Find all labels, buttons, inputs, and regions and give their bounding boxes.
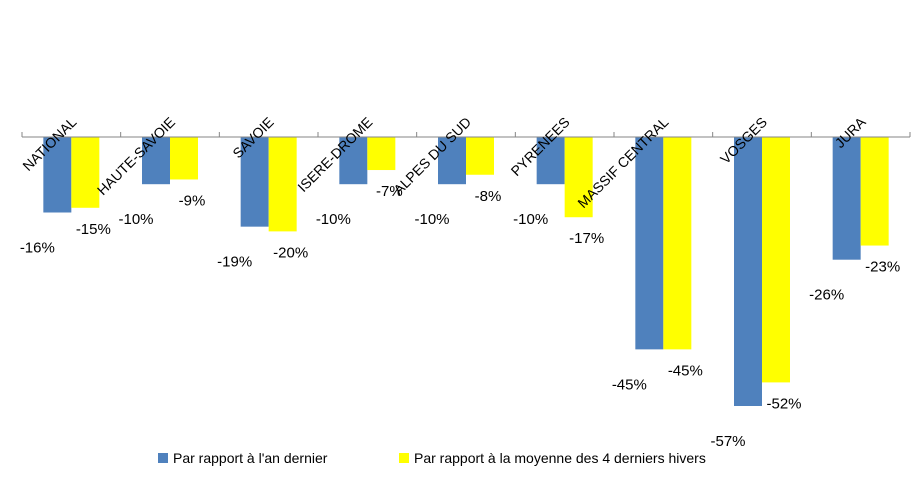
data-label: -45%	[668, 362, 703, 379]
data-label: -15%	[76, 221, 111, 238]
bar-moyenne-4-hivers	[466, 137, 494, 175]
bar-an-dernier	[832, 137, 861, 260]
bar-moyenne-4-hivers	[564, 137, 593, 218]
data-label: -10%	[513, 211, 548, 228]
bar-moyenne-4-hivers	[367, 137, 396, 171]
data-labels: -16% -15% -10% -9% -19% -20% -10% -7% -10% -8% -10…	[20, 183, 900, 450]
data-label: -19%	[217, 254, 252, 271]
legend-label: Par rapport à la moyenne des 4 derniers …	[414, 450, 706, 466]
bar-moyenne-4-hivers	[170, 137, 198, 180]
bar-an-dernier	[240, 137, 269, 227]
bar-an-dernier	[43, 137, 72, 213]
bar-moyenne-4-hivers	[762, 137, 790, 383]
data-label: -10%	[118, 211, 153, 228]
data-label: -20%	[273, 244, 308, 261]
data-label: -23%	[865, 259, 900, 276]
legend-swatch	[158, 453, 168, 463]
legend: Par rapport à l'an dernier Par rapport à …	[158, 450, 706, 466]
bar-an-dernier	[142, 137, 170, 185]
data-label: -52%	[766, 395, 801, 412]
bar-an-dernier	[635, 137, 664, 350]
bar-moyenne-4-hivers	[71, 137, 100, 208]
legend-label: Par rapport à l'an dernier	[173, 450, 328, 466]
bar-moyenne-4-hivers	[860, 137, 889, 246]
bars-layer	[43, 137, 889, 406]
bar-moyenne-4-hivers	[663, 137, 692, 350]
legend-swatch	[399, 453, 409, 463]
bar-an-dernier	[339, 137, 368, 185]
data-label: -10%	[414, 211, 449, 228]
data-label: -17%	[569, 230, 604, 247]
data-label: -9%	[179, 192, 206, 209]
data-label: -7%	[376, 183, 403, 200]
bar-an-dernier	[438, 137, 466, 185]
bar-an-dernier	[734, 137, 762, 406]
bar-an-dernier	[536, 137, 565, 185]
data-label: -26%	[809, 287, 844, 304]
data-label: -8%	[475, 188, 502, 205]
data-label: -16%	[20, 240, 55, 257]
data-label: -57%	[710, 433, 745, 450]
data-label: -45%	[612, 376, 647, 393]
data-label: -10%	[316, 211, 351, 228]
bar-moyenne-4-hivers	[268, 137, 297, 232]
x-axis	[21, 132, 911, 138]
